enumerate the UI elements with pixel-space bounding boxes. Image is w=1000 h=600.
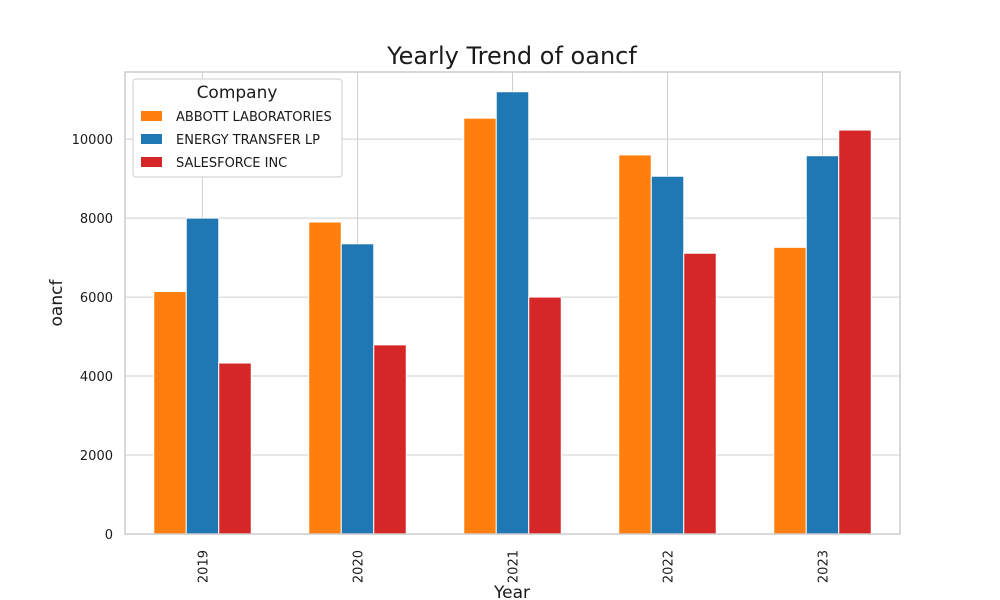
y-tick-labels: 0 2000 4000 6000 8000 10000: [72, 133, 113, 543]
chart-title: Yearly Trend of oancf: [386, 42, 637, 70]
bar-abbott-laboratories-2020: [308, 221, 342, 535]
bar-abbott-laboratories-2023: [773, 246, 807, 535]
y-tick-label: 4000: [80, 370, 113, 385]
legend-items: ABBOTT LABORATORIES ENERGY TRANSFER LP SAL…: [141, 110, 332, 171]
x-tick-labels: 2019 2020 2021 2022 2023: [197, 550, 832, 583]
y-tick-label: 6000: [80, 291, 113, 306]
plot-frame: [124, 71, 901, 535]
legend-entry: SALESFORCE INC: [176, 156, 287, 171]
legend-entry: ABBOTT LABORATORIES: [176, 110, 332, 125]
bar-abbott-laboratories-2021: [463, 117, 497, 535]
legend: Company ABBOTT LABORATORIES ENERGY TRANSF…: [132, 78, 343, 178]
y-tick-label: 8000: [80, 212, 113, 227]
y-tick-label: 10000: [72, 133, 113, 148]
legend-swatch: [141, 111, 162, 121]
bar-salesforce-inc-2021: [528, 296, 562, 535]
legend-swatch: [141, 134, 162, 144]
bar-salesforce-inc-2022: [683, 252, 717, 535]
legend-box: [132, 78, 343, 178]
y-tick-label: 2000: [80, 449, 113, 464]
bar-energy-transfer-lp-2020: [340, 243, 375, 535]
bar-salesforce-inc-2023: [838, 129, 872, 535]
bar-salesforce-inc-2019: [218, 362, 252, 535]
legend-swatch: [141, 157, 162, 167]
x-tick-label: 2021: [507, 550, 522, 583]
bar-abbott-laboratories-2019: [153, 291, 187, 535]
x-axis-label: Year: [493, 583, 530, 600]
bar-energy-transfer-lp-2023: [805, 155, 840, 535]
x-tick-label: 2023: [817, 550, 832, 583]
bar-energy-transfer-lp-2019: [185, 217, 220, 535]
x-tick-label: 2020: [352, 550, 367, 583]
legend-entry: ENERGY TRANSFER LP: [176, 133, 320, 148]
bar-energy-transfer-lp-2022: [650, 175, 685, 535]
legend-title: Company: [197, 83, 278, 103]
y-axis-label: oancf: [47, 279, 67, 327]
bar-salesforce-inc-2020: [373, 344, 407, 535]
x-tick-label: 2019: [197, 550, 212, 583]
bar-energy-transfer-lp-2021: [495, 91, 530, 535]
bar-abbott-laboratories-2022: [618, 154, 652, 535]
bars: [153, 91, 872, 535]
y-tick-label: 0: [105, 528, 113, 543]
x-tick-label: 2022: [662, 550, 677, 583]
